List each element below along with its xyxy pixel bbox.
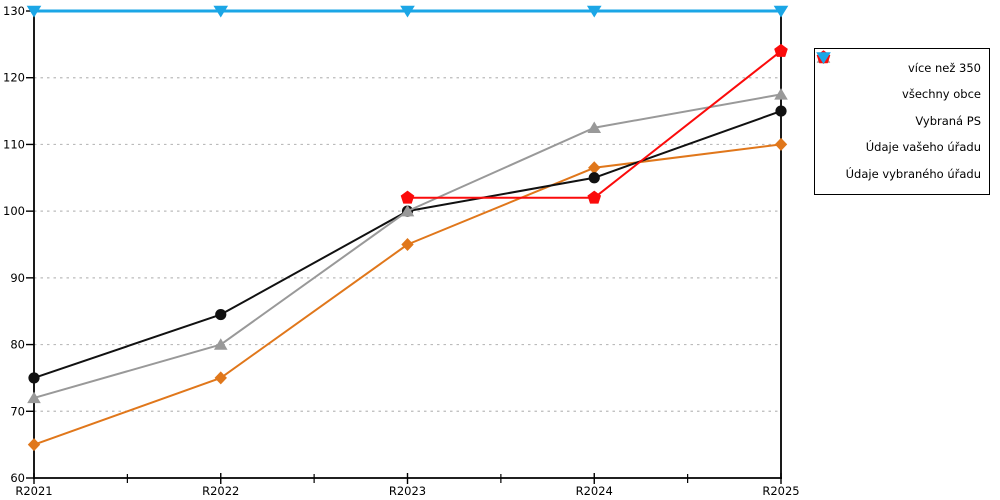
series-marker-4 <box>26 5 42 18</box>
legend-item-label: Vybraná PS <box>915 113 981 128</box>
series-marker-3 <box>774 43 788 57</box>
y-axis-tick-label: 120 <box>3 71 25 85</box>
legend-item-label: Údaje vybraného úřadu <box>845 166 981 181</box>
y-axis-tick-label: 130 <box>3 4 25 18</box>
y-axis-tick-label: 100 <box>3 204 25 218</box>
y-axis-tick-label: 110 <box>3 137 25 151</box>
y-axis-tick-label: 70 <box>10 404 25 418</box>
series-marker-0 <box>588 161 601 175</box>
series-marker-4 <box>586 5 602 18</box>
series-marker-4 <box>213 5 229 18</box>
legend-item: více než 350 <box>817 51 981 79</box>
series-marker-3 <box>400 190 415 204</box>
y-axis-tick-label: 90 <box>10 271 25 285</box>
series-marker-3 <box>587 190 602 204</box>
x-axis-tick-label: R2022 <box>202 484 239 498</box>
series-marker-4 <box>773 5 789 18</box>
legend-item: Údaje vybraného úřadu <box>816 52 981 186</box>
series-marker-1 <box>775 105 787 117</box>
x-axis-tick-label: R2025 <box>762 484 799 498</box>
series-marker-2 <box>400 204 415 217</box>
legend-marker-shape <box>816 52 831 64</box>
series-marker-2 <box>213 338 228 350</box>
series-marker-0 <box>214 371 227 385</box>
series-line-0 <box>33 143 782 446</box>
series-marker-4 <box>400 5 415 18</box>
series-marker-2 <box>27 391 41 404</box>
legend: více než 350 všechny obce Vybraná PS Údaje … <box>814 48 990 195</box>
series-marker-0 <box>27 438 41 452</box>
x-axis-tick-label: R2024 <box>576 484 613 498</box>
triangle-down-icon <box>816 52 831 64</box>
legend-item: všechny obce <box>817 51 981 106</box>
series-marker-2 <box>774 88 788 100</box>
series-marker-1 <box>28 372 40 384</box>
x-axis-tick-label: R2021 <box>15 484 52 498</box>
series-marker-1 <box>588 172 600 184</box>
series-marker-0 <box>774 137 788 151</box>
series-marker-2 <box>587 121 602 133</box>
y-axis-tick-label: 80 <box>10 338 25 352</box>
legend-item-label: více než 350 <box>907 60 981 75</box>
series-marker-1 <box>215 308 227 321</box>
legend-item: Vybraná PS <box>816 51 981 132</box>
legend-item-label: všechny obce <box>902 87 981 102</box>
legend-item-label: Údaje vašeho úřadu <box>865 140 981 155</box>
y-axis-tick-label: 60 <box>10 471 25 485</box>
series-marker-0 <box>401 238 414 251</box>
x-axis-tick-label: R2023 <box>389 484 426 498</box>
legend-item: Údaje vašeho úřadu <box>816 50 981 159</box>
